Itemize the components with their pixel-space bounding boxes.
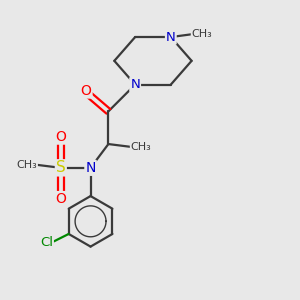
- Text: CH₃: CH₃: [192, 29, 212, 39]
- Text: O: O: [56, 192, 66, 206]
- Text: O: O: [56, 130, 66, 144]
- Text: Cl: Cl: [40, 236, 53, 249]
- Text: S: S: [56, 160, 66, 175]
- Text: CH₃: CH₃: [131, 142, 152, 152]
- Text: N: N: [130, 78, 140, 91]
- Text: N: N: [85, 161, 96, 175]
- Text: CH₃: CH₃: [16, 160, 37, 170]
- Text: N: N: [166, 31, 176, 44]
- Text: O: O: [81, 84, 92, 98]
